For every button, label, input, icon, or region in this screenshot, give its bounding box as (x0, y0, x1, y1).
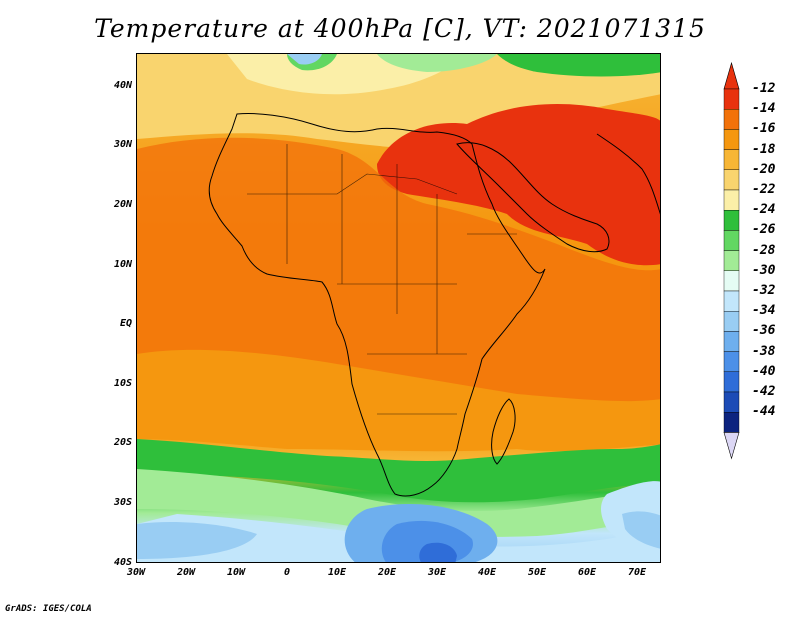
south-asia-coastline (596, 133, 660, 215)
colorbar-label: -36 (752, 323, 776, 339)
colorbar-label: -12 (752, 81, 776, 96)
coastlines (208, 113, 660, 497)
colorbar-label: -14 (752, 101, 776, 117)
lat-label-40s: 40S (113, 557, 132, 568)
colorbar-swatch (723, 412, 740, 433)
colorbar-label: -18 (752, 141, 776, 157)
colorbar-swatch (723, 371, 740, 393)
north-green-patch-2 (377, 54, 497, 72)
east-blue-patch (622, 511, 660, 549)
country-borders (247, 144, 517, 415)
colorbar-label: -16 (752, 121, 776, 137)
colorbar-label: -20 (752, 161, 776, 177)
lat-label-30s: 30S (113, 497, 132, 508)
colorbar-swatch (723, 129, 740, 150)
colorbar-swatch (723, 149, 740, 170)
colorbar-label: -32 (752, 283, 776, 298)
north-green-patch-3 (497, 54, 660, 77)
hot-core (377, 104, 660, 266)
lon-label-20e: 20E (377, 567, 397, 578)
colorbar-swatch (723, 209, 740, 231)
southern-lightgreen-band (137, 469, 660, 537)
colorbar-over-triangle (723, 61, 740, 90)
colorbar-label: -28 (752, 242, 776, 258)
colorbar-label: -40 (752, 363, 776, 379)
lat-label-10s: 10S (113, 378, 132, 389)
colorbar-swatch (723, 230, 740, 251)
colorbar-label: -38 (752, 343, 776, 359)
cold-core-center (419, 542, 457, 562)
lon-label-0: 0 (283, 567, 291, 578)
grads-credit: GrADS: IGES/COLA (5, 604, 92, 614)
north-blue-patch (287, 54, 322, 65)
map-panel (136, 53, 661, 563)
colorbar (723, 61, 740, 460)
lat-label-30n: 30N (113, 139, 132, 150)
lon-label-30e: 30E (427, 567, 447, 578)
lat-label-20s: 20S (113, 437, 132, 448)
colorbar-label: -26 (752, 222, 776, 238)
lat-label-eq: EQ (119, 318, 132, 329)
lon-label-10w: 10W (226, 567, 246, 578)
madagascar-coastline (491, 398, 516, 465)
colorbar-label: -42 (752, 384, 776, 399)
colorbar-swatch (723, 331, 740, 352)
colorbar-label: -22 (752, 182, 776, 197)
colorbar-swatch (723, 169, 740, 191)
southern-green-band (137, 439, 660, 503)
temperature-field (137, 54, 660, 562)
lon-label-10e: 10E (327, 567, 347, 578)
lon-label-20w: 20W (176, 567, 196, 578)
colorbar-swatch (723, 351, 740, 373)
colorbar-swatch (723, 250, 740, 272)
colorbar-under-triangle (723, 432, 740, 460)
southern-cyan-band (137, 514, 660, 562)
lon-label-60e: 60E (577, 567, 597, 578)
lon-label-50e: 50E (527, 567, 547, 578)
colorbar-swatch (723, 270, 740, 292)
chart-title: Temperature at 400hPa [C], VT: 202107131… (94, 14, 706, 43)
west-blue-patch (137, 522, 257, 559)
colorbar-swatch (723, 290, 740, 312)
colorbar-swatch (723, 310, 740, 332)
lat-label-40n: 40N (113, 80, 132, 91)
africa-coastline (208, 113, 546, 497)
lon-label-30w: 30W (126, 567, 146, 578)
colorbar-label: -24 (752, 202, 776, 218)
colorbar-label: -30 (752, 262, 776, 278)
lat-label-20n: 20N (113, 199, 132, 210)
lat-label-10n: 10N (113, 259, 132, 270)
colorbar-swatch (723, 109, 740, 130)
colorbar-swatch (723, 88, 740, 110)
colorbar-swatch (723, 391, 740, 413)
lon-label-40e: 40E (477, 567, 497, 578)
southern-orange-band (137, 349, 660, 452)
colorbar-swatch (723, 189, 740, 211)
colorbar-label: -44 (752, 404, 776, 420)
colorbar-label: -34 (752, 303, 776, 319)
lon-label-70e: 70E (627, 567, 647, 578)
arabia-coastline (456, 142, 610, 253)
